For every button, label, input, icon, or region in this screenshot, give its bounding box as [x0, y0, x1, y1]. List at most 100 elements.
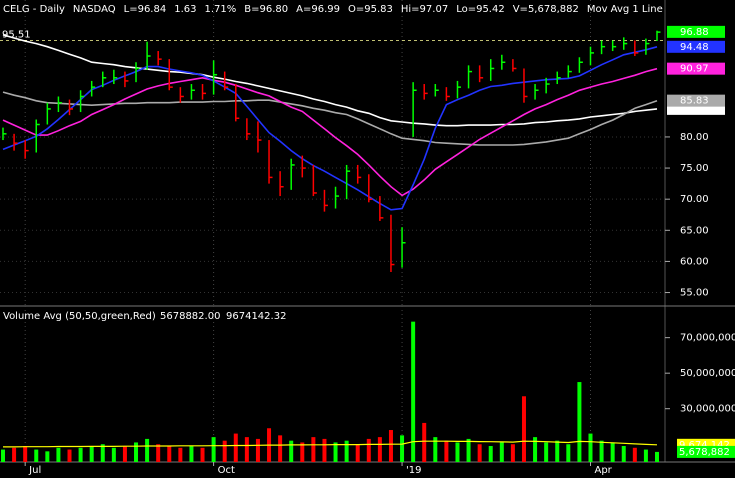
volume-bar [100, 444, 105, 462]
moving-average-line [2, 46, 658, 211]
volume-bar [433, 437, 438, 462]
y-tick-label: 70,000,000 [680, 333, 735, 344]
volume-bar [244, 437, 249, 462]
x-tick-label: Apr [594, 465, 612, 476]
volume-bar [422, 422, 427, 462]
volume-bar [388, 430, 393, 462]
header-field: B=96.80 [244, 4, 288, 15]
value-tag: 85.83 [680, 96, 709, 107]
header-field: Mov Avg 1 Line (Close,20 [587, 4, 713, 15]
x-tick-label: Oct [218, 465, 235, 476]
volume-bar [78, 447, 83, 462]
volume-bar [233, 433, 238, 462]
value-tag: 9,674,142 [679, 440, 730, 451]
volume-bar [466, 438, 471, 462]
volume-bar [533, 437, 538, 462]
x-tick-label: Jul [28, 465, 41, 476]
volume-bar [311, 437, 316, 462]
x-tick-label: '19 [406, 465, 421, 476]
y-tick-label: 55.00 [680, 288, 709, 299]
volume-bar [544, 442, 549, 462]
volume-bar [510, 444, 515, 462]
value-tag-box [677, 445, 735, 458]
volume-bar [145, 438, 150, 462]
volume-title: Volume Avg (50,50,green,Red) [3, 311, 156, 322]
volume-bar [156, 444, 161, 462]
volume-bar [122, 446, 127, 462]
volume-bar [89, 446, 94, 462]
moving-average-line [2, 67, 658, 197]
volume-bar [23, 446, 28, 462]
volume-bar [211, 437, 216, 462]
volume-bar [444, 440, 449, 462]
volume-bar [632, 447, 637, 462]
volume-bar [610, 442, 615, 462]
volume-bar [56, 447, 61, 462]
volume-bar [655, 451, 659, 462]
moving-average-line [2, 91, 658, 146]
axis-area: Jul Oct '19 Apr 55.00 60.00 65.00 70.00 75.00 80.… [24, 25, 735, 476]
volume-bar [643, 449, 648, 462]
volume-bar [189, 446, 194, 462]
value-tag: 94.48 [680, 42, 709, 53]
moving-average-line [2, 34, 658, 127]
volume-bar [178, 447, 183, 462]
volume-bar [477, 444, 482, 462]
header-field: O=95.83 [348, 4, 393, 15]
volume-bar [111, 447, 116, 462]
volume-current: 5678882.00 [160, 311, 220, 322]
value-tag: 5,678,882 [679, 447, 730, 458]
volume-bar [566, 444, 571, 462]
volume-bar [322, 438, 327, 462]
price-panel: 95.51 CELG - Daily NASDAQ L=96.84 1.63 1.71% B… [0, 0, 713, 306]
volume-bar [12, 447, 17, 462]
y-tick-label: 75.00 [680, 163, 709, 174]
value-tag: 96.88 [680, 27, 709, 38]
volume-bar [1, 449, 5, 462]
y-tick-label: 50,000,000 [680, 368, 735, 379]
volume-bar [577, 382, 582, 462]
header-field: CELG - Daily [3, 4, 65, 15]
volume-bar [222, 440, 227, 462]
volume-bar [134, 442, 139, 462]
volume-bar [621, 446, 626, 462]
header-field: V=5,678,882 [513, 4, 579, 15]
volume-bar [255, 438, 260, 462]
volume-bar [300, 442, 305, 462]
value-tag-box [667, 62, 725, 75]
y-tick-label: 65.00 [680, 225, 709, 236]
y-tick-label: 30,000,000 [680, 404, 735, 415]
volume-bar [167, 446, 172, 462]
header-field: NASDAQ [73, 4, 116, 15]
volume-bar [289, 440, 294, 462]
header-field: Hi=97.07 [401, 4, 448, 15]
volume-bar [278, 435, 283, 462]
y-tick-label: 60.00 [680, 256, 709, 267]
volume-bar [599, 440, 604, 462]
resistance-label: 95.51 [2, 29, 31, 40]
volume-panel: Volume Avg (50,50,green,Red) 5678882.00 96… [1, 306, 659, 462]
value-tag-box [667, 40, 725, 53]
header-field: A=96.99 [296, 4, 340, 15]
header-field: 1.71% [204, 4, 236, 15]
volume-bar [455, 442, 460, 462]
volume-average-line [3, 440, 658, 448]
volume-bar [377, 437, 382, 462]
volume-bar [344, 440, 349, 462]
value-tag-box [667, 25, 725, 38]
header-field: Lo=95.42 [456, 4, 505, 15]
volume-bar [45, 451, 50, 462]
volume-bar [488, 446, 493, 462]
volume-bar [411, 321, 416, 462]
volume-bar [588, 433, 593, 462]
volume-bar [333, 442, 338, 462]
header-field: L=96.84 [124, 4, 167, 15]
volume-bar [366, 438, 371, 462]
volume-bar [521, 396, 526, 462]
volume-bar [34, 449, 39, 462]
volume-bar [555, 440, 560, 462]
volume-bar [499, 442, 504, 462]
value-tag: 84.51 [680, 104, 709, 115]
volume-bar [400, 435, 405, 462]
